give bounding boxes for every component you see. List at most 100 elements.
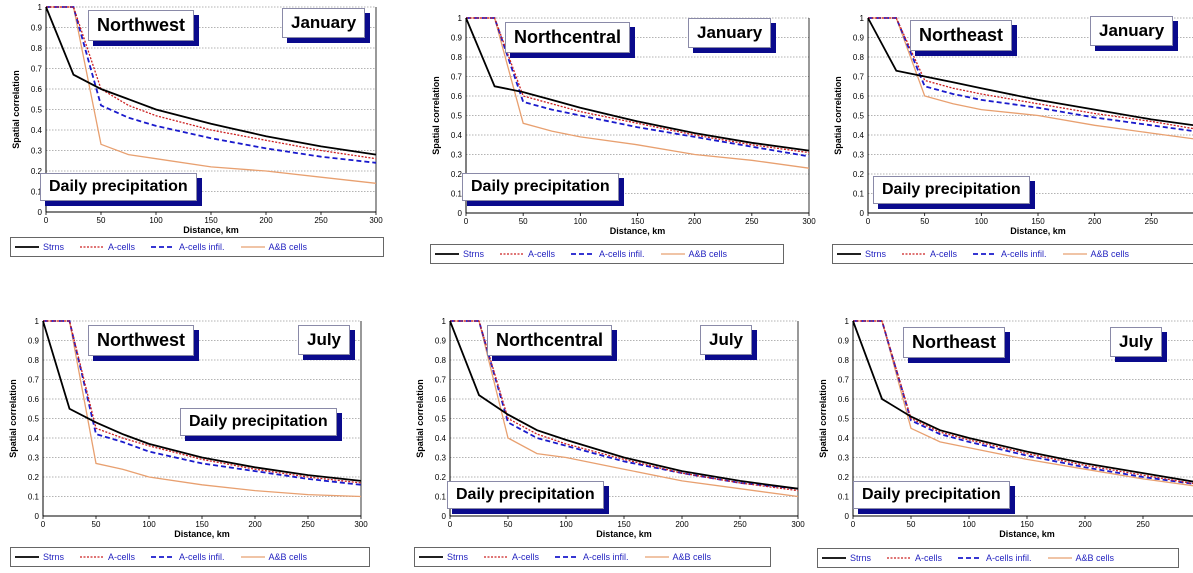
y-tick-label: 0.4 bbox=[28, 434, 40, 443]
y-tick-label: 0.8 bbox=[853, 53, 865, 62]
legend-entry: A&B cells bbox=[660, 249, 728, 259]
legend-swatch bbox=[973, 253, 998, 255]
y-tick-label: 1 bbox=[38, 3, 43, 12]
x-tick-label: 100 bbox=[142, 520, 156, 529]
legend-label: A&B cells bbox=[672, 552, 712, 562]
legend-label: A-cells bbox=[930, 249, 958, 259]
y-axis-label: Spatial correlation bbox=[431, 76, 441, 155]
y-axis-label: Spatial correlation bbox=[818, 379, 828, 458]
region-label: Northcentral bbox=[505, 22, 631, 53]
y-tick-label: 0.7 bbox=[853, 73, 865, 82]
legend-label: A-cells infil. bbox=[179, 242, 225, 252]
legend-swatch bbox=[837, 253, 861, 255]
y-tick-label: 0.1 bbox=[28, 493, 40, 502]
legend-label: A&B cells bbox=[1075, 553, 1115, 563]
y-tick-label: 0.1 bbox=[853, 190, 865, 199]
y-tick-label: 0.2 bbox=[838, 473, 850, 482]
legend-entry: A&B cells bbox=[1062, 249, 1130, 259]
legend-swatch bbox=[151, 556, 176, 558]
legend: Strns A-cells A-cells infil. A&B cells bbox=[817, 548, 1179, 568]
y-tick-label: 0.5 bbox=[853, 112, 865, 121]
legend-entry: A-cells infil. bbox=[958, 553, 1032, 563]
legend-swatch bbox=[887, 557, 912, 559]
legend-entry: A-cells bbox=[500, 249, 555, 259]
legend: Strns A-cells A-cells infil. A&B cells bbox=[430, 244, 784, 264]
legend-entry: A-cells bbox=[484, 552, 539, 562]
y-tick-label: 0.7 bbox=[838, 376, 850, 385]
x-tick-label: 150 bbox=[1020, 520, 1034, 529]
x-tick-label: 300 bbox=[354, 520, 368, 529]
y-tick-label: 0.7 bbox=[28, 376, 40, 385]
legend-label: Strns bbox=[447, 552, 469, 562]
y-tick-label: 0.3 bbox=[853, 151, 865, 160]
legend-swatch bbox=[822, 557, 846, 559]
x-tick-label: 100 bbox=[574, 217, 588, 226]
y-tick-label: 0.6 bbox=[31, 85, 43, 94]
legend-swatch bbox=[240, 556, 265, 558]
precip-label: Daily precipitation bbox=[40, 173, 197, 201]
x-axis-label: Distance, km bbox=[610, 226, 666, 236]
region-label: Northeast bbox=[910, 20, 1013, 51]
precip-label: Daily precipitation bbox=[873, 176, 1030, 204]
legend-label: Strns bbox=[463, 249, 485, 259]
legend-label: A&B cells bbox=[268, 242, 308, 252]
y-tick-label: 0.9 bbox=[28, 337, 40, 346]
legend-swatch bbox=[151, 246, 176, 248]
legend-label: A-cells infil. bbox=[179, 552, 225, 562]
x-axis-label: Distance, km bbox=[999, 529, 1055, 539]
legend: Strns A-cells A-cells infil. A&B cells bbox=[10, 237, 384, 257]
y-tick-label: 0.9 bbox=[853, 34, 865, 43]
legend-entry: Strns bbox=[15, 242, 64, 252]
y-tick-label: 0.3 bbox=[28, 454, 40, 463]
legend-label: A&B cells bbox=[1090, 249, 1130, 259]
x-axis-label: Distance, km bbox=[183, 225, 239, 235]
y-tick-label: 0.4 bbox=[853, 131, 865, 140]
y-tick-label: 0.1 bbox=[451, 190, 463, 199]
x-tick-label: 100 bbox=[559, 520, 573, 529]
y-tick-label: 0 bbox=[38, 208, 43, 217]
legend-swatch bbox=[902, 253, 927, 255]
legend-swatch bbox=[15, 246, 39, 248]
x-tick-label: 200 bbox=[675, 520, 689, 529]
legend-swatch bbox=[644, 556, 669, 558]
legend-label: A&B cells bbox=[268, 552, 308, 562]
legend-entry: A&B cells bbox=[240, 552, 308, 562]
legend-label: Strns bbox=[850, 553, 872, 563]
legend-entry: A-cells infil. bbox=[151, 552, 225, 562]
legend-swatch bbox=[500, 253, 525, 255]
y-tick-label: 0.6 bbox=[28, 395, 40, 404]
precip-label: Daily precipitation bbox=[462, 173, 619, 201]
legend-entry: A-cells bbox=[80, 552, 135, 562]
legend-label: A&B cells bbox=[688, 249, 728, 259]
legend-entry: A-cells bbox=[887, 553, 942, 563]
legend: Strns A-cells A-cells infil. A&B cells bbox=[832, 244, 1193, 264]
y-tick-label: 0 bbox=[860, 209, 865, 218]
x-tick-label: 50 bbox=[907, 520, 916, 529]
month-label: July bbox=[1110, 327, 1163, 357]
y-tick-label: 0.5 bbox=[28, 415, 40, 424]
y-tick-label: 0.1 bbox=[838, 493, 850, 502]
x-axis-label: Distance, km bbox=[596, 529, 652, 539]
legend-label: Strns bbox=[43, 242, 65, 252]
legend-swatch bbox=[80, 556, 105, 558]
legend-swatch bbox=[484, 556, 509, 558]
region-label: Northeast bbox=[903, 327, 1006, 358]
x-tick-label: 0 bbox=[448, 520, 453, 529]
legend-entry: Strns bbox=[822, 553, 871, 563]
x-axis-label: Distance, km bbox=[174, 529, 230, 539]
x-tick-label: 200 bbox=[259, 216, 273, 225]
x-tick-label: 150 bbox=[617, 520, 631, 529]
x-tick-label: 50 bbox=[920, 217, 929, 226]
x-tick-label: 150 bbox=[204, 216, 218, 225]
legend-swatch bbox=[571, 253, 596, 255]
x-tick-label: 250 bbox=[1136, 520, 1150, 529]
x-tick-label: 250 bbox=[733, 520, 747, 529]
legend: Strns A-cells A-cells infil. A&B cells bbox=[414, 547, 771, 567]
legend-label: Strns bbox=[43, 552, 65, 562]
x-axis-label: Distance, km bbox=[1010, 226, 1066, 236]
y-tick-label: 0.7 bbox=[435, 376, 447, 385]
y-tick-label: 0.5 bbox=[31, 106, 43, 115]
x-tick-label: 100 bbox=[975, 217, 989, 226]
y-tick-label: 0.2 bbox=[853, 170, 865, 179]
x-tick-label: 150 bbox=[195, 520, 209, 529]
